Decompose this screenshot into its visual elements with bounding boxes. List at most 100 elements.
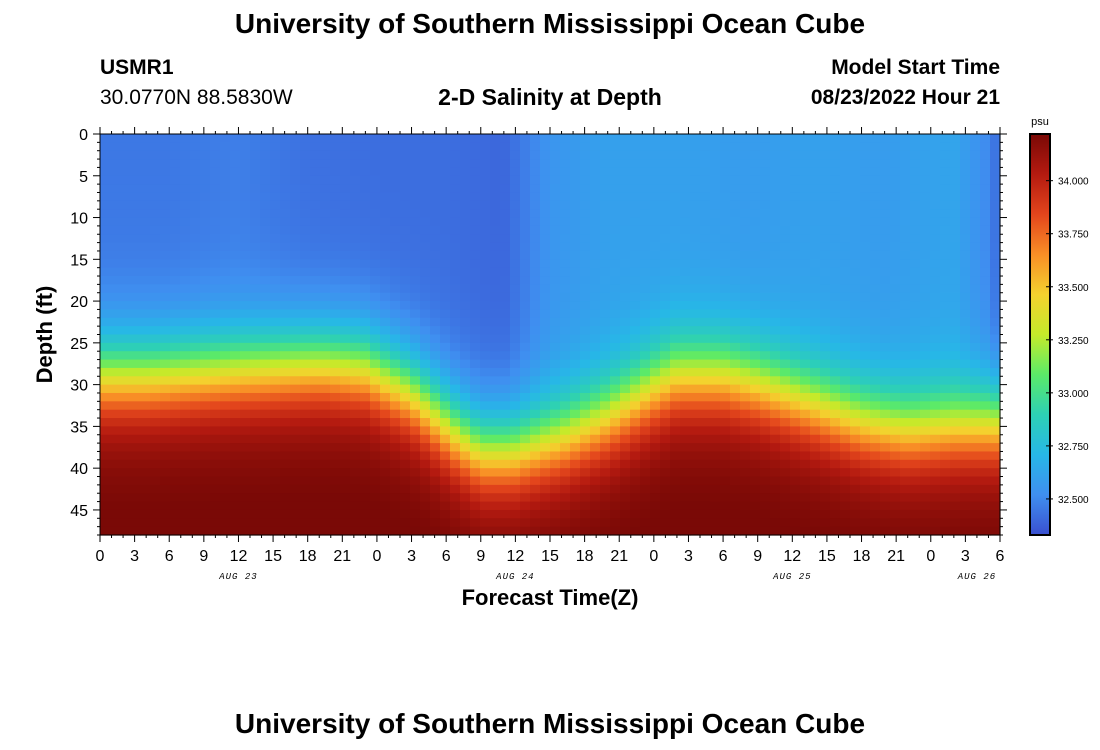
heatmap-cell [620, 250, 631, 260]
heatmap-cell [680, 518, 691, 528]
heatmap-cell [430, 326, 441, 336]
heatmap-cell [710, 142, 721, 152]
heatmap-cell [770, 309, 781, 319]
heatmap-cell [440, 359, 451, 369]
heatmap-cell [270, 217, 281, 227]
heatmap-cell [510, 509, 521, 519]
heatmap-cell [940, 509, 951, 519]
heatmap-cell [150, 184, 161, 194]
heatmap-cell [800, 326, 811, 336]
heatmap-cell [100, 509, 111, 519]
heatmap-cell [990, 409, 1001, 419]
heatmap-cell [890, 493, 901, 503]
heatmap-cell [500, 209, 511, 219]
heatmap-cell [970, 359, 981, 369]
heatmap-cell [180, 276, 191, 285]
heatmap-cell [150, 459, 161, 469]
heatmap-cell [700, 167, 711, 177]
heatmap-cell [310, 309, 321, 319]
heatmap-cell [390, 142, 401, 152]
heatmap-cell [380, 342, 391, 352]
heatmap-cell [910, 468, 921, 478]
heatmap-cell [160, 284, 171, 294]
heatmap-cell [890, 259, 901, 269]
heatmap-cell [770, 509, 781, 519]
heatmap-cell [220, 326, 231, 336]
heatmap-cell [200, 267, 211, 277]
heatmap-cell [210, 150, 221, 160]
heatmap-cell [210, 409, 221, 419]
heatmap-cell [560, 426, 571, 436]
heatmap-cell [280, 317, 291, 327]
heatmap-cell [860, 334, 871, 344]
heatmap-cell [510, 150, 521, 160]
heatmap-cell [330, 476, 341, 486]
heatmap-cell [860, 484, 871, 494]
heatmap-cell [730, 267, 741, 277]
heatmap-cell [120, 434, 131, 444]
heatmap-cell [810, 501, 821, 511]
heatmap-cell [100, 409, 111, 419]
heatmap-cell [780, 367, 791, 377]
heatmap-cell [880, 184, 891, 194]
heatmap-cell [530, 451, 541, 461]
heatmap-cell [100, 359, 111, 369]
heatmap-cell [230, 200, 241, 210]
heatmap-cell [700, 493, 711, 503]
heatmap-cell [370, 301, 381, 311]
heatmap-cell [700, 234, 711, 244]
heatmap-cell [120, 351, 131, 361]
heatmap-cell [900, 418, 911, 427]
heatmap-cell [150, 284, 161, 294]
heatmap-cell [670, 351, 681, 361]
heatmap-cell [560, 192, 571, 202]
heatmap-cell [150, 326, 161, 336]
heatmap-cell [720, 351, 731, 361]
heatmap-cell [160, 200, 171, 210]
heatmap-cell [560, 434, 571, 444]
heatmap-cell [100, 250, 111, 260]
heatmap-cell [480, 518, 491, 528]
heatmap-cell [380, 476, 391, 486]
heatmap-cell [460, 509, 471, 519]
heatmap-cell [760, 359, 771, 369]
heatmap-cell [530, 384, 541, 394]
heatmap-cell [690, 384, 701, 394]
heatmap-cell [730, 351, 741, 361]
heatmap-cell [970, 509, 981, 519]
heatmap-cell [260, 493, 271, 503]
heatmap-cell [430, 351, 441, 361]
heatmap-cell [360, 301, 371, 311]
heatmap-cell [630, 317, 641, 327]
heatmap-cell [250, 209, 261, 219]
x-tick-label: 9 [476, 548, 485, 565]
heatmap-cell [240, 351, 251, 361]
heatmap-cell [280, 526, 291, 536]
heatmap-cell [630, 459, 641, 469]
heatmap-cell [250, 443, 261, 453]
heatmap-cell [450, 167, 461, 177]
heatmap-cell [670, 184, 681, 194]
heatmap-cell [850, 301, 861, 311]
heatmap-cell [150, 200, 161, 210]
heatmap-cell [330, 493, 341, 503]
heatmap-cell [420, 476, 431, 486]
heatmap-cell [800, 209, 811, 219]
heatmap-cell [590, 209, 601, 219]
heatmap-cell [110, 217, 121, 227]
heatmap-cell [590, 192, 601, 202]
heatmap-cell [330, 317, 341, 327]
heatmap-cell [430, 526, 441, 536]
heatmap-cell [940, 426, 951, 436]
heatmap-cell [830, 234, 841, 244]
heatmap-cell [570, 392, 581, 402]
heatmap-cell [960, 493, 971, 503]
heatmap-cell [620, 367, 631, 377]
heatmap-cell [370, 484, 381, 494]
x-tick-label: 6 [442, 548, 451, 565]
heatmap-cell [490, 518, 501, 528]
heatmap-cell [900, 367, 911, 377]
heatmap-cell [220, 342, 231, 352]
heatmap-cell [190, 509, 201, 519]
heatmap-cell [620, 384, 631, 394]
